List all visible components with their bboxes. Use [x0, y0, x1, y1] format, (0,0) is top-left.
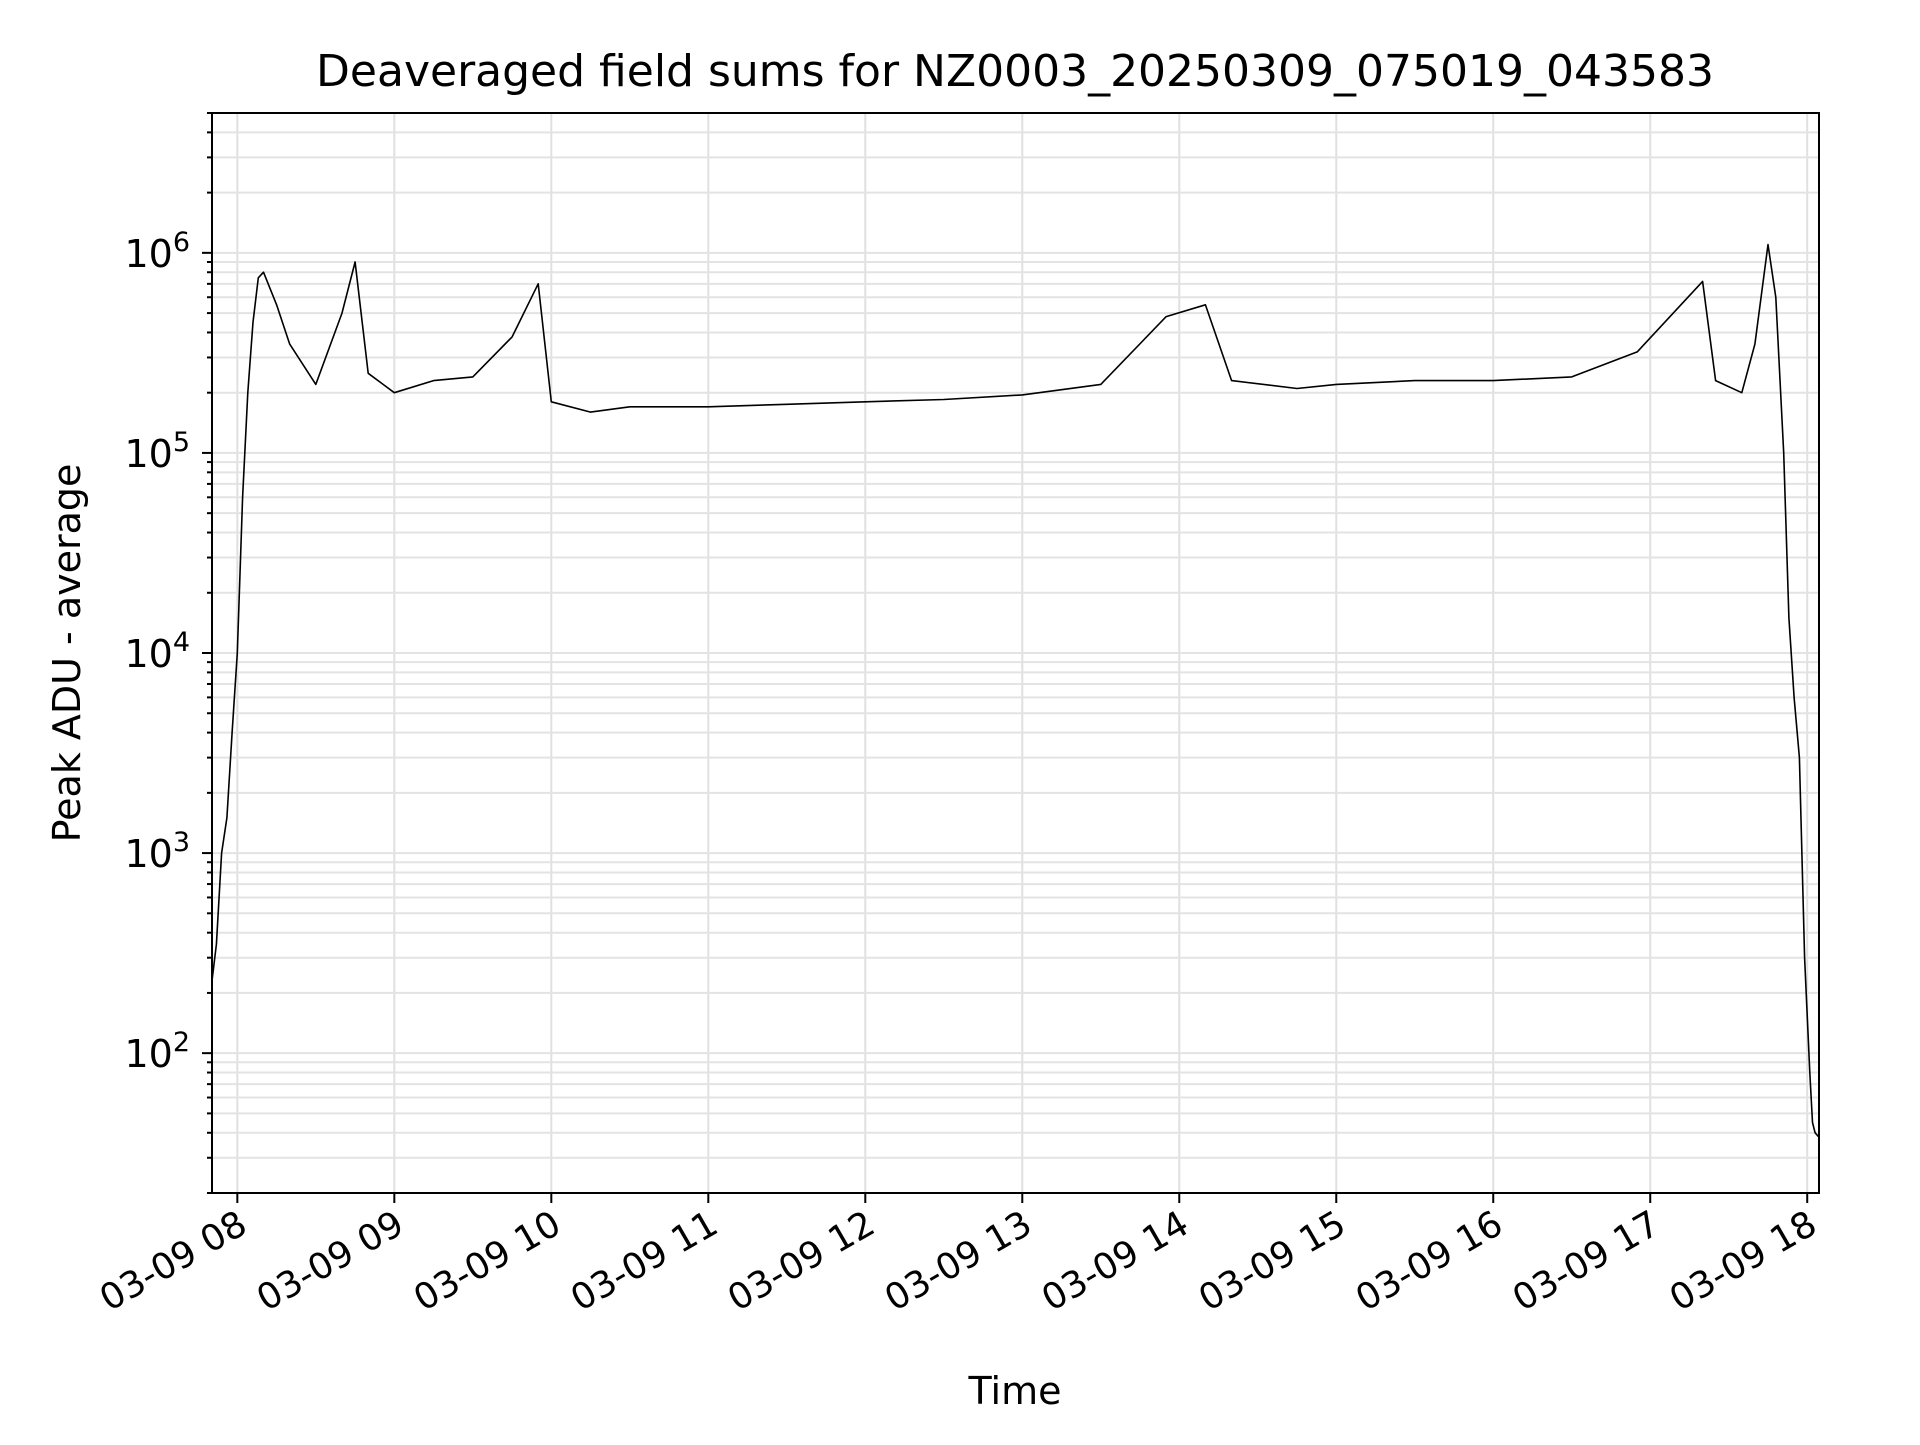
grid-layer: [212, 112, 1819, 1194]
series-line: [211, 243, 1820, 1138]
y-tick-label-exponent: 4: [173, 627, 190, 658]
y-tick-label: 105: [124, 427, 190, 476]
y-tick-label: 106: [124, 227, 190, 276]
y-tick-label-base: 10: [124, 432, 172, 476]
y-tick-label-base: 10: [124, 1032, 172, 1076]
x-axis-label: Time: [968, 1369, 1062, 1413]
y-tick-label-exponent: 5: [173, 427, 190, 458]
series-layer: [211, 243, 1820, 1138]
y-tick-label: 102: [124, 1027, 190, 1076]
y-tick-label: 104: [124, 627, 190, 676]
y-tick-label-base: 10: [124, 232, 172, 276]
y-tick-label-exponent: 2: [173, 1027, 190, 1058]
y-axis-label: Peak ADU - average: [45, 464, 89, 843]
y-tick-label-exponent: 6: [173, 227, 190, 258]
chart-title: Deaveraged field sums for NZ0003_2025030…: [316, 46, 1714, 97]
y-tick-label-base: 10: [124, 632, 172, 676]
y-tick-label-exponent: 3: [173, 827, 190, 858]
y-tick-label: 103: [124, 827, 190, 876]
y-tick-label-base: 10: [124, 832, 172, 876]
